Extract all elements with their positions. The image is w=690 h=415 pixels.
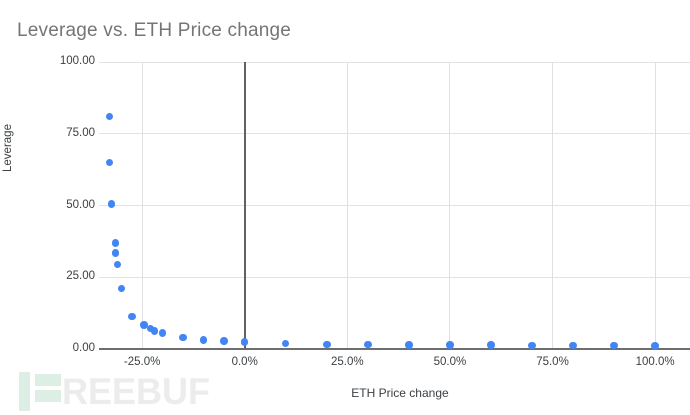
data-point — [146, 324, 155, 333]
x-gridline — [449, 62, 451, 349]
y-tick-label: 100.00 — [59, 55, 95, 67]
data-point — [113, 260, 122, 269]
data-point — [105, 112, 113, 121]
zero-axis-line — [243, 62, 246, 349]
y-gridline — [99, 133, 690, 135]
plot-area — [99, 61, 690, 350]
y-gridline — [99, 61, 690, 63]
data-point — [199, 336, 208, 344]
x-tick-label: 0.0% — [231, 356, 258, 368]
data-point — [179, 333, 187, 342]
x-gridline — [654, 62, 656, 349]
data-point — [323, 340, 331, 348]
data-point — [150, 327, 159, 335]
data-point — [128, 312, 136, 321]
data-point — [528, 341, 536, 350]
x-gridline — [141, 62, 143, 349]
data-point — [105, 158, 113, 167]
data-point — [569, 341, 577, 350]
y-tick-label: 0.00 — [72, 342, 95, 354]
x-tick-label: 100.0% — [635, 356, 675, 368]
data-point — [140, 321, 148, 329]
x-tick-label: 50.0% — [433, 356, 467, 368]
y-gridline — [99, 205, 690, 206]
data-point — [446, 341, 454, 349]
data-point — [107, 200, 116, 208]
x-axis-title: ETH Price change — [351, 386, 449, 400]
data-point — [405, 341, 413, 349]
x-tick-label: -25.0% — [123, 356, 161, 368]
y-tick-label: 75.00 — [66, 126, 95, 139]
y-axis-title: Leverage — [2, 124, 14, 172]
data-point — [111, 239, 120, 247]
x-tick-label: 25.0% — [330, 356, 364, 368]
data-point — [281, 339, 290, 348]
x-tick-label: 75.0% — [536, 356, 569, 368]
y-gridline — [99, 276, 690, 278]
y-tick-label: 25.00 — [66, 270, 95, 283]
x-gridline — [346, 62, 348, 349]
data-point — [651, 342, 659, 350]
data-point — [610, 341, 618, 350]
x-axis-line — [99, 347, 690, 350]
data-point — [111, 249, 120, 257]
data-point — [158, 329, 167, 337]
data-point — [487, 341, 495, 349]
data-point — [117, 284, 126, 293]
data-point — [240, 338, 249, 346]
data-point — [364, 340, 372, 349]
chart-title: Leverage vs. ETH Price change — [17, 20, 292, 41]
data-point — [220, 337, 228, 345]
watermark-text: REEBUF — [62, 370, 211, 413]
x-gridline — [552, 62, 553, 349]
y-tick-label: 50.00 — [66, 198, 95, 211]
